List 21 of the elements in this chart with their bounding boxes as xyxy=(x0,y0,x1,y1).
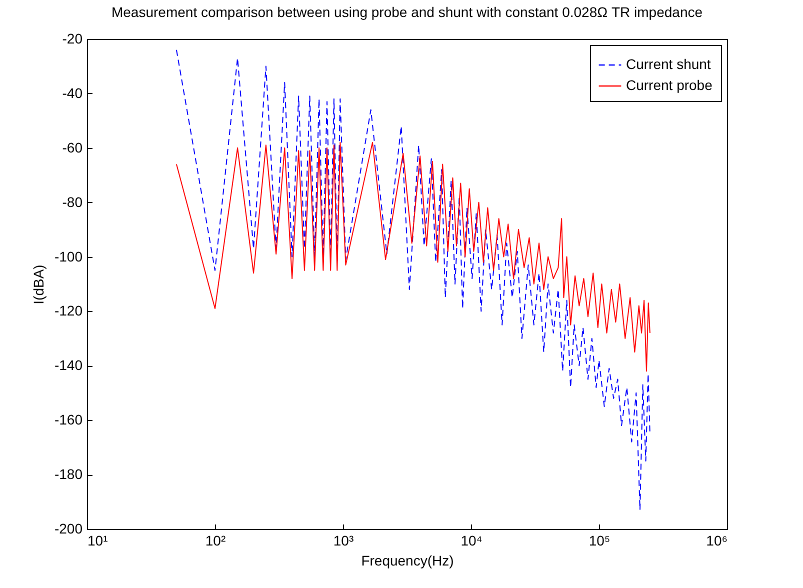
y-tick-label: -40 xyxy=(62,84,83,101)
x-axis-title: Frequency(Hz) xyxy=(361,552,454,568)
y-tick-label: -120 xyxy=(54,302,83,319)
legend-label: Current shunt xyxy=(626,56,711,72)
x-tick-label: 10⁴ xyxy=(460,532,482,548)
y-tick-label: -20 xyxy=(62,30,83,46)
x-tick-label: 10⁵ xyxy=(588,532,610,548)
chart-title: Measurement comparison between using probe and shunt with constant 0.028Ω TR impedance xyxy=(111,4,703,20)
y-tick-label: -140 xyxy=(54,357,83,374)
y-tick-label: -160 xyxy=(54,412,83,428)
x-tick-label: 10³ xyxy=(333,532,354,548)
y-tick-label: -180 xyxy=(54,466,83,482)
x-tick-label: 10¹ xyxy=(88,532,108,548)
y-tick-label: -60 xyxy=(62,139,83,156)
y-tick-label: -100 xyxy=(54,248,83,264)
y-tick-label: -200 xyxy=(54,520,83,536)
y-tick-label: -80 xyxy=(62,194,83,210)
legend-label: Current probe xyxy=(626,77,713,93)
x-tick-label: 10² xyxy=(205,532,226,548)
x-tick-label: 10⁶ xyxy=(706,532,728,548)
y-axis-title: I(dBA) xyxy=(30,264,46,304)
